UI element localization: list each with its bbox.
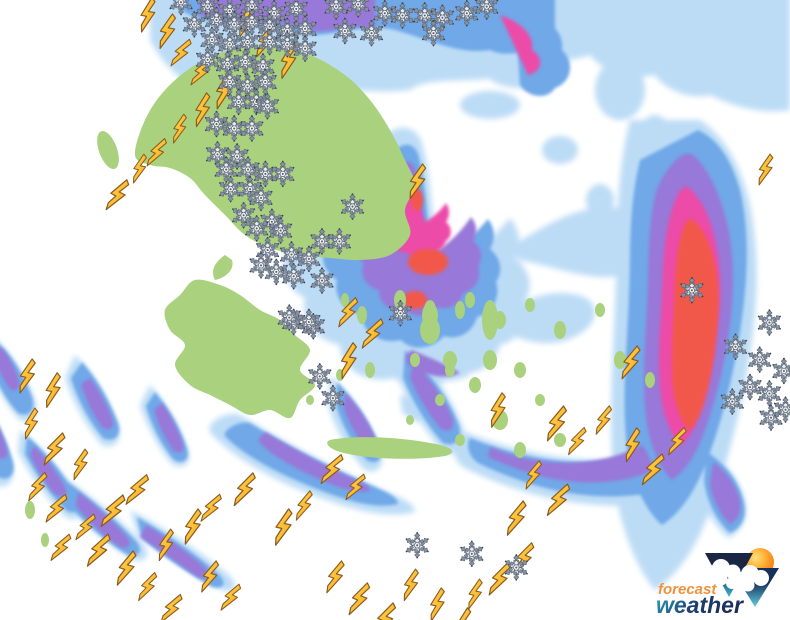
svg-text:weather: weather: [656, 592, 744, 618]
